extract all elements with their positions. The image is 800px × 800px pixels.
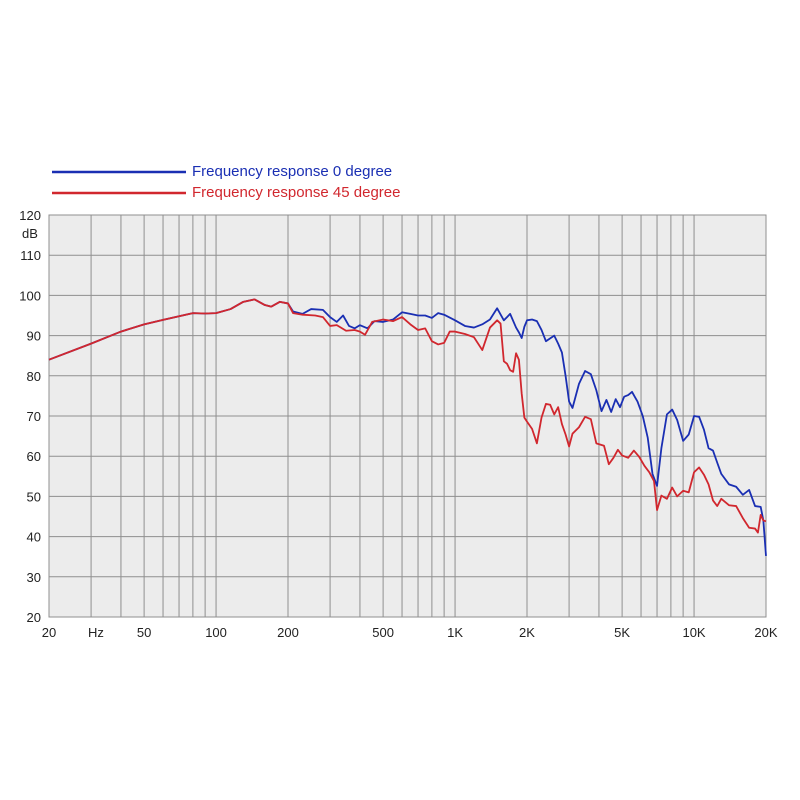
x-tick-label: 20K [754, 625, 777, 640]
x-axis-unit-label: Hz [88, 625, 104, 640]
series-layer [48, 298, 767, 556]
legend: Frequency response 0 degree Frequency re… [52, 163, 400, 201]
y-tick-label: 110 [20, 248, 41, 263]
series-line-0-degree [48, 298, 767, 556]
x-tick-label: 5K [614, 625, 630, 640]
grid-lines [49, 215, 766, 617]
y-tick-label: 20 [27, 610, 41, 625]
y-tick-label: 70 [27, 409, 41, 424]
x-tick-label: 2K [519, 625, 535, 640]
series-line-45-degree [48, 298, 767, 534]
y-tick-label: 100 [19, 288, 41, 303]
x-tick-label: 500 [372, 625, 394, 640]
legend-label-0-degree: Frequency response 0 degree [192, 163, 392, 180]
x-tick-label: 200 [277, 625, 299, 640]
y-tick-label: 80 [27, 369, 41, 384]
legend-label-45-degree: Frequency response 45 degree [192, 184, 400, 201]
y-tick-label: 60 [27, 449, 41, 464]
x-tick-label: 50 [137, 625, 151, 640]
y-axis-unit-label: dB [22, 226, 38, 241]
y-tick-label: 120 [19, 208, 41, 223]
x-tick-label: 10K [682, 625, 705, 640]
y-tick-label: 50 [27, 489, 41, 504]
x-tick-label: 100 [205, 625, 227, 640]
x-tick-label: 1K [447, 625, 463, 640]
y-axis-ticks: 20 30 40 50 60 70 80 90 100 110 120 [19, 208, 41, 625]
y-tick-label: 90 [27, 329, 41, 344]
x-tick-label: 20 [42, 625, 56, 640]
y-tick-label: 30 [27, 570, 41, 585]
x-axis-ticks: 20 50 100 200 500 1K 2K 5K 10K 20K [42, 625, 778, 640]
y-tick-label: 40 [27, 530, 41, 545]
